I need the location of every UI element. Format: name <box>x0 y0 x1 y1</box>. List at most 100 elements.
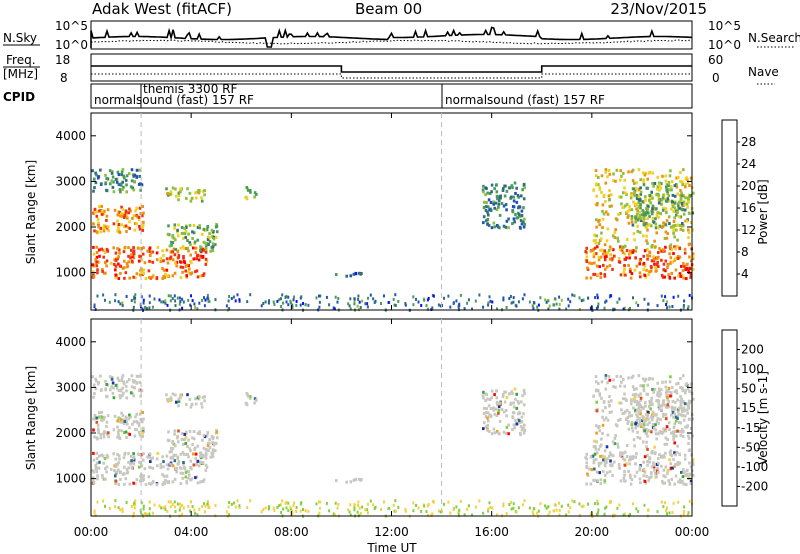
velocity-cell-861 <box>623 463 627 467</box>
velocity-cell-409 <box>116 425 119 429</box>
power-noise-cell-179 <box>299 303 302 307</box>
velocity-cell-552 <box>512 401 515 405</box>
power-cell-944 <box>639 178 642 182</box>
power-cell-42 <box>119 271 122 275</box>
power-noise-cell-315 <box>458 302 461 306</box>
power-cell-700 <box>658 247 661 251</box>
velocity-cell-361 <box>135 412 138 416</box>
power-cell-941 <box>606 227 610 231</box>
power-noise-cell-318 <box>571 293 574 297</box>
power-cell-494 <box>139 188 142 192</box>
velocity-cell-804 <box>664 475 667 479</box>
power-cell-525 <box>246 188 250 192</box>
power-cell-125 <box>91 263 94 267</box>
power-noise-cell-112 <box>521 297 524 301</box>
velocity-cell-979 <box>668 451 672 455</box>
velocity-cell-740 <box>673 482 676 486</box>
power-cell-655 <box>522 206 525 210</box>
power-cell-1208 <box>634 218 638 221</box>
velocity-cell-1018 <box>625 444 629 447</box>
velocity-cell-1125 <box>624 397 627 401</box>
power-cell-623 <box>493 206 496 210</box>
power-noise-cell-162 <box>132 305 135 309</box>
velocity-cell-805 <box>611 463 614 467</box>
power-cell-302 <box>199 245 202 249</box>
velocity-noise-cell-121 <box>596 502 599 506</box>
power-cell-244 <box>184 229 188 233</box>
power-cell-129 <box>123 245 127 249</box>
power-noise-cell-198 <box>425 304 428 308</box>
velocity-cell-988 <box>651 423 655 426</box>
velocity-cell-1 <box>95 451 99 455</box>
power-cell-166 <box>130 253 133 257</box>
velocity-cell-630 <box>523 392 526 396</box>
velocity-noise-cell-75 <box>328 509 331 513</box>
velocity-cell-1134 <box>664 417 668 421</box>
velocity-cell-1120 <box>660 431 664 435</box>
velocity-cell-1047 <box>663 403 667 407</box>
power-noise-cell-19 <box>125 295 128 298</box>
power-cell-1277 <box>670 207 673 211</box>
power-noise-cell-161 <box>637 303 640 307</box>
power-cell-1303 <box>648 194 651 197</box>
velocity-cell-1026 <box>600 396 603 400</box>
velocity-noise-cell-62 <box>153 503 156 507</box>
power-noise-cell-97 <box>160 300 163 304</box>
velocity-cell-938 <box>675 434 678 438</box>
power-noise-cell-81 <box>597 302 600 306</box>
velocity-cell-91 <box>117 468 120 472</box>
power-noise-cell-189 <box>349 297 352 301</box>
velocity-cell-275 <box>171 447 175 450</box>
power-cell-530 <box>358 271 361 275</box>
power-cell-278 <box>177 234 180 238</box>
power-cell-594 <box>503 184 506 188</box>
velocity-cell-420 <box>194 397 197 401</box>
velocity-noise-cell-4 <box>505 512 508 515</box>
velocity-cell-624 <box>486 397 489 401</box>
velocity-cell-863 <box>688 473 692 477</box>
velocity-noise-cell-65 <box>289 505 292 509</box>
velocity-noise-cell-311 <box>439 510 442 514</box>
power-cell-466 <box>122 174 125 178</box>
power-cell-1041 <box>614 228 617 232</box>
velocity-cell-774 <box>613 460 616 464</box>
velocity-noise-cell-44 <box>664 501 667 505</box>
velocity-cell-1242 <box>635 418 639 422</box>
power-cell-339 <box>138 224 141 228</box>
velocity-cell-109 <box>187 476 190 480</box>
power-noise-cell-95 <box>96 294 99 298</box>
velocity-cell-785 <box>648 476 652 480</box>
power-cell-208 <box>166 261 170 265</box>
power-cell-887 <box>615 168 619 172</box>
power-cell-905 <box>610 193 613 197</box>
velocity-cell-466 <box>122 380 125 384</box>
power-cell-964 <box>670 248 674 252</box>
power-cell-387 <box>113 208 117 212</box>
power-noise-cell-7 <box>268 299 270 303</box>
power-cell-687 <box>605 255 608 258</box>
power-cell-688 <box>602 252 605 256</box>
power-cell-743 <box>646 257 649 261</box>
power-cell-943 <box>636 209 639 213</box>
power-cell-948 <box>636 224 639 228</box>
power-cell-1027 <box>685 177 689 181</box>
velocity-cell-1296 <box>677 406 681 410</box>
power-noise-cell-80 <box>467 298 470 302</box>
power-cell-531 <box>352 272 356 276</box>
power-cell-400 <box>127 211 131 215</box>
power-cell-468 <box>112 180 115 184</box>
power-cell-1255 <box>677 204 680 208</box>
velocity-cell-574 <box>520 420 524 423</box>
power-cell-482 <box>108 169 112 173</box>
power-cell-895 <box>596 201 599 205</box>
power-cell-1250 <box>666 190 669 193</box>
power-cell-1166 <box>668 222 671 225</box>
velocity-cell-927 <box>605 445 609 449</box>
power-noise-cell-133 <box>412 295 415 299</box>
velocity-cell-1263 <box>646 423 649 427</box>
power-cell-634 <box>493 187 496 191</box>
velocity-cell-266 <box>204 451 208 455</box>
velocity-cell-645 <box>489 413 492 417</box>
velocity-noise-cell-225 <box>394 509 397 513</box>
velocity-cell-864 <box>643 479 647 483</box>
